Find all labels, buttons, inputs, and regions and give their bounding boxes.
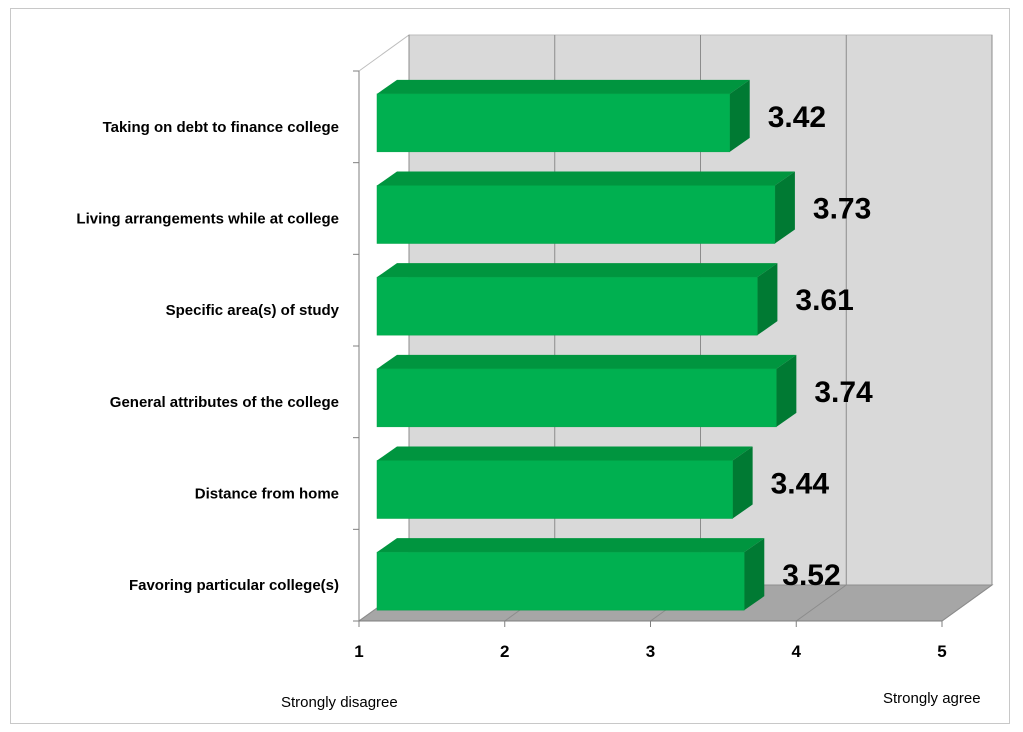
category-label: Distance from home: [195, 485, 339, 502]
bar: [376, 368, 777, 428]
bar-side-face: [732, 446, 753, 519]
scale-anchor-left: Strongly disagree: [281, 694, 398, 711]
data-label: 3.52: [782, 559, 840, 592]
floor-gridline: [941, 584, 993, 622]
data-label: 3.73: [813, 192, 871, 225]
data-label: 3.44: [771, 467, 830, 500]
bar-top-face: [377, 263, 778, 278]
bar-side-face: [776, 354, 797, 427]
bar-6: [376, 538, 765, 611]
category-label: Living arrangements while at college: [76, 210, 339, 227]
bar-2: [376, 171, 795, 244]
bar-side-face: [757, 263, 778, 336]
bar-side-face: [744, 538, 765, 611]
bar-5: [376, 446, 753, 519]
scale-anchor-right: Strongly agree: [883, 690, 981, 707]
bar-top-face: [377, 446, 753, 461]
category-label: General attributes of the college: [110, 394, 339, 411]
bar: [376, 551, 745, 611]
bar-3: [376, 263, 778, 336]
bars-group: [376, 79, 797, 611]
labels-group: 1 2 3 4 5 3.42 Taking on debt to finance colle…: [76, 101, 980, 711]
bar: [376, 276, 758, 336]
bar-top-face: [377, 538, 765, 553]
bar: [376, 93, 730, 153]
x-tick-label: 5: [937, 642, 946, 661]
data-label: 3.74: [814, 376, 873, 409]
data-label: 3.61: [795, 284, 853, 317]
x-tick-label: 4: [792, 642, 802, 661]
bar-1: [376, 79, 750, 153]
category-label: Specific area(s) of study: [166, 302, 340, 319]
data-label: 3.42: [768, 101, 826, 134]
x-tick-label: 1: [354, 642, 363, 661]
bar-top-face: [377, 79, 750, 94]
chart-frame: 1 2 3 4 5 3.42 Taking on debt to finance colle…: [10, 8, 1010, 724]
bar-side-face: [729, 79, 750, 152]
x-tick-label: 3: [646, 642, 655, 661]
bar-top-face: [377, 354, 797, 369]
bar: [376, 460, 733, 519]
x-tick-label: 2: [500, 642, 509, 661]
bar-4: [376, 354, 797, 428]
bar: [376, 185, 776, 244]
category-label: Favoring particular college(s): [129, 577, 339, 594]
bar-chart: 1 2 3 4 5 3.42 Taking on debt to finance colle…: [76, 34, 994, 711]
bar-side-face: [774, 171, 795, 244]
category-label: Taking on debt to finance college: [103, 119, 339, 136]
floor-gridline: [795, 584, 847, 622]
bar-top-face: [377, 171, 795, 186]
